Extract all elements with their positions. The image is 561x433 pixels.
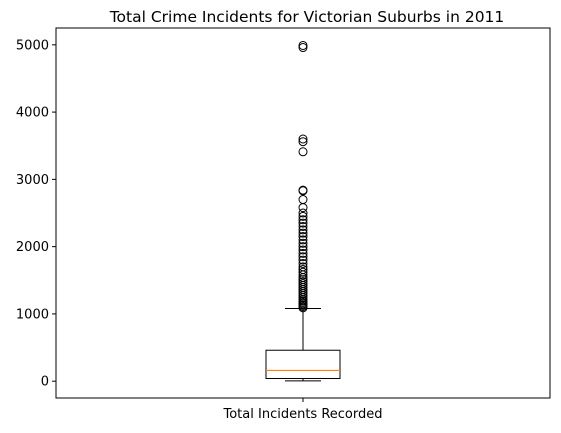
outlier-point	[298, 262, 308, 272]
outlier-points	[298, 40, 308, 313]
outlier-point	[298, 225, 308, 235]
outlier-point	[298, 203, 308, 213]
outlier-point	[298, 134, 308, 144]
outlier-point	[298, 208, 308, 218]
outlier-point	[298, 255, 308, 265]
outlier-point	[298, 43, 308, 53]
y-tick-label: 4000	[16, 106, 49, 121]
outlier-point	[298, 221, 308, 231]
y-tick-label: 5000	[16, 38, 49, 53]
outlier-point	[298, 185, 308, 195]
outlier-point	[298, 235, 308, 245]
outlier-point	[298, 232, 308, 242]
y-tick-label: 0	[41, 375, 49, 390]
interquartile-box	[265, 349, 341, 379]
outlier-point	[298, 265, 308, 275]
y-tick-label: 2000	[16, 240, 49, 255]
outlier-point	[298, 211, 308, 221]
outlier-point	[298, 218, 308, 228]
outlier-point	[298, 242, 308, 252]
x-tick-label: Total Incidents Recorded	[223, 407, 383, 422]
x-axis: Total Incidents Recorded	[223, 398, 383, 422]
outlier-point	[298, 40, 308, 50]
outlier-point	[298, 258, 308, 268]
outlier-point	[298, 195, 308, 205]
outlier-point	[298, 248, 308, 258]
box-plot	[265, 308, 341, 382]
outlier-point	[298, 147, 308, 157]
outlier-point	[298, 215, 308, 225]
outlier-point	[298, 245, 308, 255]
outlier-point	[298, 252, 308, 262]
outlier-point	[298, 238, 308, 248]
y-axis: 0 1000 2000 3000 4000 5000	[16, 38, 56, 390]
y-tick-label: 3000	[16, 173, 49, 188]
outlier-point	[298, 228, 308, 238]
outlier-point	[298, 137, 308, 147]
y-tick-label: 1000	[16, 307, 49, 322]
outlier-point	[298, 267, 308, 277]
chart-title: Total Crime Incidents for Victorian Subu…	[109, 8, 505, 26]
